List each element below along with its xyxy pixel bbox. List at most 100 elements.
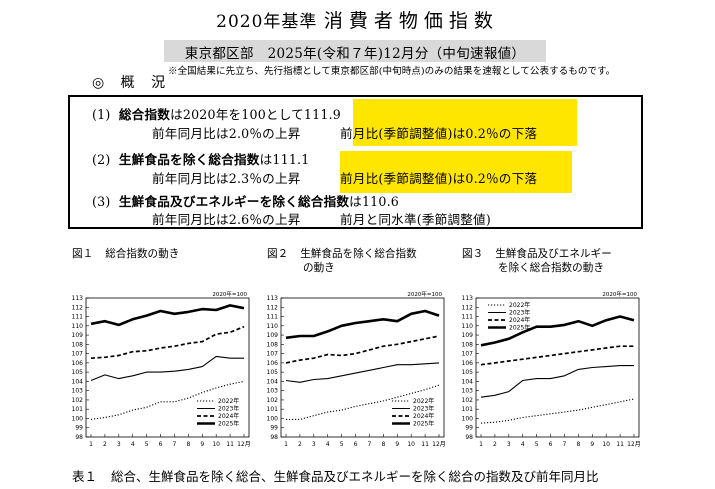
x-tick-label: 6	[354, 441, 358, 448]
y-tick-label: 111	[462, 314, 474, 321]
base-label: 2020年=100	[602, 290, 637, 298]
y-tick-label: 112	[462, 304, 474, 311]
x-tick-label: 11	[421, 441, 429, 448]
notice-text: ※全国結果に先立ち、先行指標として東京都区部(中旬時点)のみの結果を速報として公…	[168, 66, 616, 77]
item-name: 生鮮食品を除く総合指数	[118, 152, 260, 167]
chart-figure-1: 2020年=1009899100101102103104105106107108…	[72, 290, 251, 448]
figure-title: 生鮮食品及びエネルギー	[495, 248, 612, 260]
y-tick-label: 109	[72, 332, 84, 339]
series-line-2	[480, 365, 634, 398]
x-tick-label: 7	[563, 441, 567, 448]
chart-figure-2: 2020年=1009899100101102103104105106107108…	[267, 290, 446, 448]
y-tick-label: 109	[462, 332, 474, 339]
x-tick-label: 5	[535, 441, 539, 448]
item-name: 生鮮食品及びエネルギーを除く総合指数	[118, 194, 350, 209]
figure-1-caption: 図１ 総合指数の動き	[72, 247, 179, 261]
x-tick-label: 7	[368, 441, 372, 448]
x-tick-label: 5	[340, 441, 344, 448]
series-line-1	[286, 384, 440, 420]
item-number: (3)	[92, 194, 111, 209]
x-tick-label: 1	[89, 441, 93, 448]
y-tick-label: 112	[267, 304, 279, 311]
y-tick-label: 98	[75, 434, 83, 441]
legend-label: 2023年	[218, 405, 239, 413]
title-prefix: 2020年基準	[216, 12, 318, 32]
figure-title: 生鮮食品を除く総合指数	[300, 248, 417, 260]
y-tick-label: 113	[72, 295, 84, 302]
title-main: 消費者物価指数	[323, 10, 499, 32]
x-tick-label: 3	[507, 441, 511, 448]
summary-item-3: (3) 生鮮食品及びエネルギーを除く総合指数は110.6	[92, 191, 399, 210]
x-tick-label: 10	[212, 441, 220, 448]
y-tick-label: 102	[462, 397, 474, 404]
y-tick-label: 104	[267, 378, 279, 385]
legend-label: 2023年	[509, 309, 530, 317]
legend-label: 2022年	[413, 397, 434, 405]
summary-item-2-yoy: 前年同月比は2.3％の上昇	[152, 171, 301, 186]
table-title: 総合、生鮮食品を除く総合、生鮮食品及びエネルギーを除く総合の指数及び前年同月比	[111, 469, 599, 484]
y-tick-label: 110	[267, 323, 279, 330]
y-tick-label: 111	[267, 314, 279, 321]
x-tick-label: 2	[103, 441, 107, 448]
y-tick-label: 106	[462, 360, 474, 367]
y-tick-label: 101	[72, 406, 84, 413]
y-tick-label: 99	[270, 425, 278, 432]
x-tick-label: 10	[602, 441, 610, 448]
legend-label: 2025年	[218, 420, 239, 428]
x-tick-label: 5	[145, 441, 149, 448]
highlight-2	[340, 151, 572, 193]
item-index: は2020年を100として111.9	[170, 107, 341, 122]
x-tick-label: 6	[549, 441, 553, 448]
table-number: 表１	[72, 469, 98, 484]
y-tick-label: 99	[75, 425, 83, 432]
summary-item-2: (2) 生鮮食品を除く総合指数は111.1	[92, 149, 309, 168]
series-line-1	[480, 398, 635, 424]
x-tick-label: 10	[407, 441, 415, 448]
x-tick-label: 12月	[627, 441, 641, 448]
y-tick-label: 110	[462, 323, 474, 330]
x-tick-label: 8	[576, 441, 580, 448]
y-tick-label: 103	[72, 388, 84, 395]
plot-frame	[85, 297, 250, 438]
y-tick-label: 103	[267, 388, 279, 395]
y-tick-label: 108	[267, 341, 279, 348]
item-number: (2)	[92, 152, 111, 167]
series-line-3	[90, 325, 245, 360]
overview-heading: ◎ 概 況	[92, 75, 172, 91]
series-line-4	[480, 315, 635, 347]
legend-label: 2024年	[218, 412, 239, 420]
figure-title: 総合指数の動き	[105, 248, 180, 260]
legend-label: 2023年	[413, 405, 434, 413]
summary-item-2-mom: 前月比(季節調整値)は0.2％の下落	[340, 171, 538, 186]
y-tick-label: 104	[72, 378, 84, 385]
x-tick-label: 8	[186, 441, 190, 448]
y-tick-label: 113	[462, 295, 474, 302]
y-tick-label: 101	[462, 406, 474, 413]
y-tick-label: 99	[465, 425, 473, 432]
y-tick-label: 108	[72, 341, 84, 348]
y-tick-label: 107	[72, 351, 84, 358]
y-tick-label: 107	[267, 351, 279, 358]
x-tick-label: 8	[381, 441, 385, 448]
x-tick-label: 3	[117, 441, 121, 448]
y-tick-label: 109	[267, 332, 279, 339]
x-tick-label: 4	[326, 441, 330, 448]
figure-number: 図３	[462, 248, 484, 260]
legend-label: 2024年	[509, 316, 530, 324]
x-tick-label: 12月	[432, 441, 446, 448]
table-caption: 表１ 総合、生鮮食品を除く総合、生鮮食品及びエネルギーを除く総合の指数及び前年同月…	[72, 466, 599, 485]
series-line-3	[285, 335, 440, 364]
x-tick-label: 7	[173, 441, 177, 448]
y-tick-label: 103	[462, 388, 474, 395]
item-number: (1)	[92, 107, 111, 122]
y-tick-label: 108	[462, 341, 474, 348]
figure-number: 図２	[267, 248, 289, 260]
x-tick-label: 4	[521, 441, 525, 448]
figure-number: 図１	[72, 248, 94, 260]
y-tick-label: 104	[462, 378, 474, 385]
x-tick-label: 11	[616, 441, 624, 448]
summary-item-3-yoy: 前年同月比は2.6％の上昇	[152, 212, 301, 227]
highlight-1	[353, 99, 577, 146]
y-tick-label: 110	[72, 323, 84, 330]
series-line-4	[90, 304, 245, 327]
